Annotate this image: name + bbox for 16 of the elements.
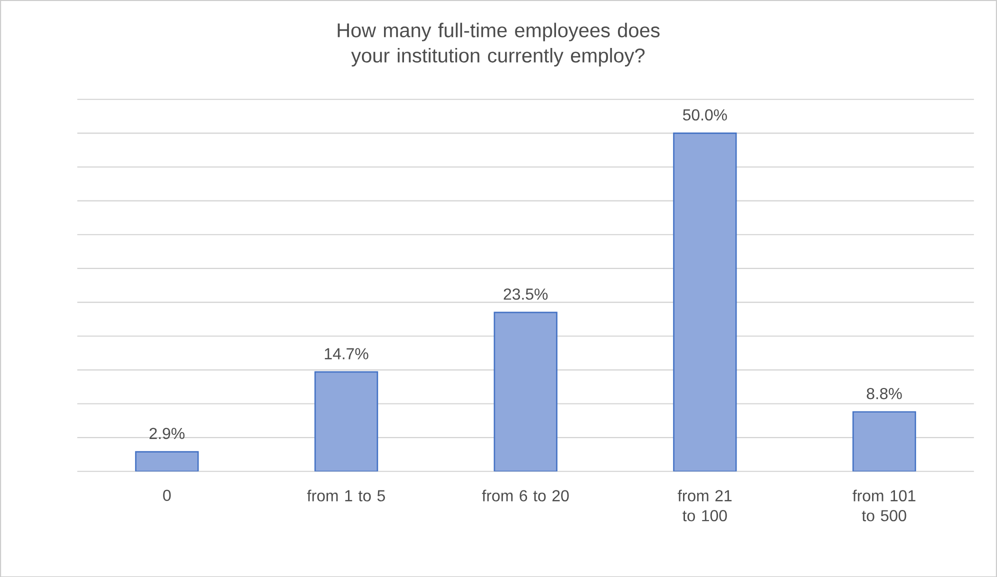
bar bbox=[673, 132, 737, 472]
bar bbox=[494, 312, 558, 472]
x-tick-label: 0 bbox=[163, 490, 171, 501]
data-label: 23.5% bbox=[504, 288, 548, 300]
bar bbox=[852, 411, 916, 472]
data-label: 14.7% bbox=[324, 348, 368, 360]
x-tick-label: from 101 to 500 bbox=[852, 490, 916, 522]
data-label: 50.0% bbox=[683, 109, 727, 120]
data-label: 2.9% bbox=[150, 428, 185, 439]
x-tick-label: from 1 to 5 bbox=[307, 490, 385, 502]
data-label: 8.8% bbox=[866, 388, 902, 400]
x-tick-label: from 21 to 100 bbox=[678, 490, 732, 522]
bar bbox=[135, 450, 199, 472]
x-tick-label: from 6 to 20 bbox=[482, 490, 569, 502]
bar bbox=[314, 371, 378, 472]
chart-title: How many full-time employees does your institution currently employ? bbox=[338, 22, 660, 66]
